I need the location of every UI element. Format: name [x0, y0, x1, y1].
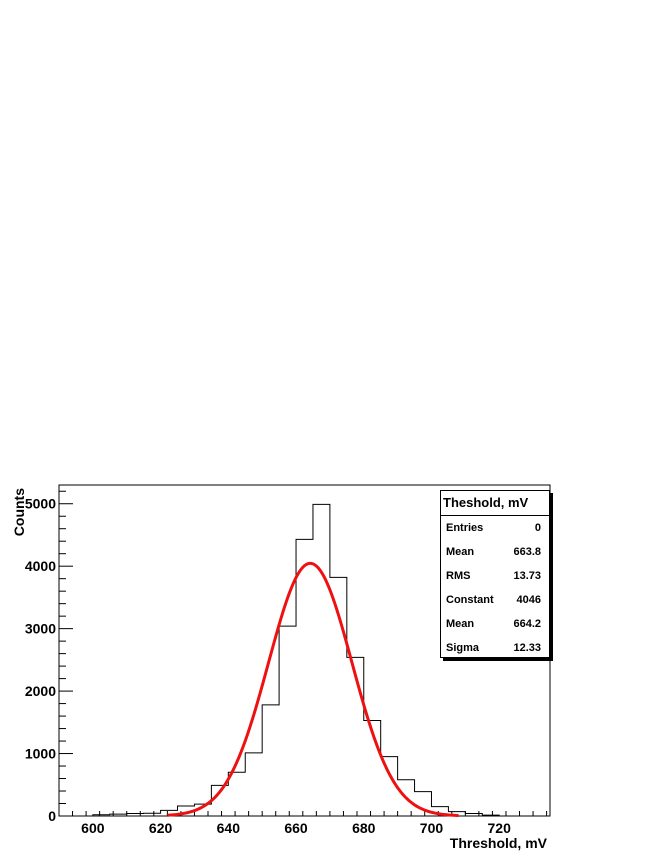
- histogram-bin: [313, 504, 330, 816]
- axis-ticks: [58, 490, 548, 817]
- histogram-bin: [279, 626, 296, 816]
- stats-row: Sigma 12.33: [441, 636, 549, 660]
- stats-value: 13.73: [513, 570, 541, 582]
- histogram-steps: [92, 503, 500, 816]
- stats-row: Constant 4046: [441, 588, 549, 612]
- y-tick-label: 4000: [25, 558, 56, 574]
- histogram-bin: [296, 539, 313, 816]
- stats-value: 0: [534, 522, 541, 534]
- stats-row: RMS 13.73: [441, 564, 549, 588]
- y-tick-label: 0: [48, 808, 56, 824]
- x-tick-label: 620: [149, 820, 173, 836]
- histogram-bin: [245, 753, 262, 816]
- x-tick-label: 680: [352, 820, 376, 836]
- stats-label: Mean: [446, 618, 475, 630]
- histogram-bin: [262, 705, 279, 816]
- plot-frame: [58, 484, 551, 817]
- histogram-bin: [228, 772, 245, 816]
- stats-box: Theshold, mV Entries 0 Mean 663.8 RMS 13.73…: [440, 490, 550, 658]
- stats-row: Mean 663.8: [441, 540, 549, 564]
- x-tick-label: 720: [488, 820, 512, 836]
- stats-label: Constant: [446, 594, 494, 606]
- stats-label: Mean: [446, 546, 475, 558]
- stats-title: Theshold, mV: [441, 491, 549, 516]
- stats-row: Mean 664.2: [441, 612, 549, 636]
- stats-value: 663.8: [513, 546, 541, 558]
- x-tick-label: 700: [420, 820, 444, 836]
- x-axis-title: Threshold, mV: [450, 835, 548, 851]
- stats-value: 664.2: [513, 618, 541, 630]
- stats-row: Entries 0: [441, 516, 549, 540]
- x-tick-label: 600: [81, 820, 105, 836]
- tick-labels: 600 620 640 660 680 700 720 0 1000 2000 3000 4000 50…: [25, 496, 511, 836]
- stats-value: 4046: [516, 594, 541, 606]
- y-tick-label: 3000: [25, 621, 56, 637]
- gaussian-fit-curve: [167, 561, 459, 818]
- stats-label: Sigma: [446, 642, 480, 654]
- y-axis-title: Counts: [11, 488, 27, 536]
- histogram-bin: [347, 657, 364, 816]
- stats-label: RMS: [446, 570, 471, 582]
- y-tick-label: 2000: [25, 683, 56, 699]
- stats-label: Entries: [446, 522, 484, 534]
- y-tick-label: 1000: [25, 746, 56, 762]
- y-tick-label: 5000: [25, 496, 56, 512]
- x-tick-label: 640: [217, 820, 241, 836]
- stats-value: 12.33: [513, 642, 541, 654]
- x-tick-label: 660: [284, 820, 308, 836]
